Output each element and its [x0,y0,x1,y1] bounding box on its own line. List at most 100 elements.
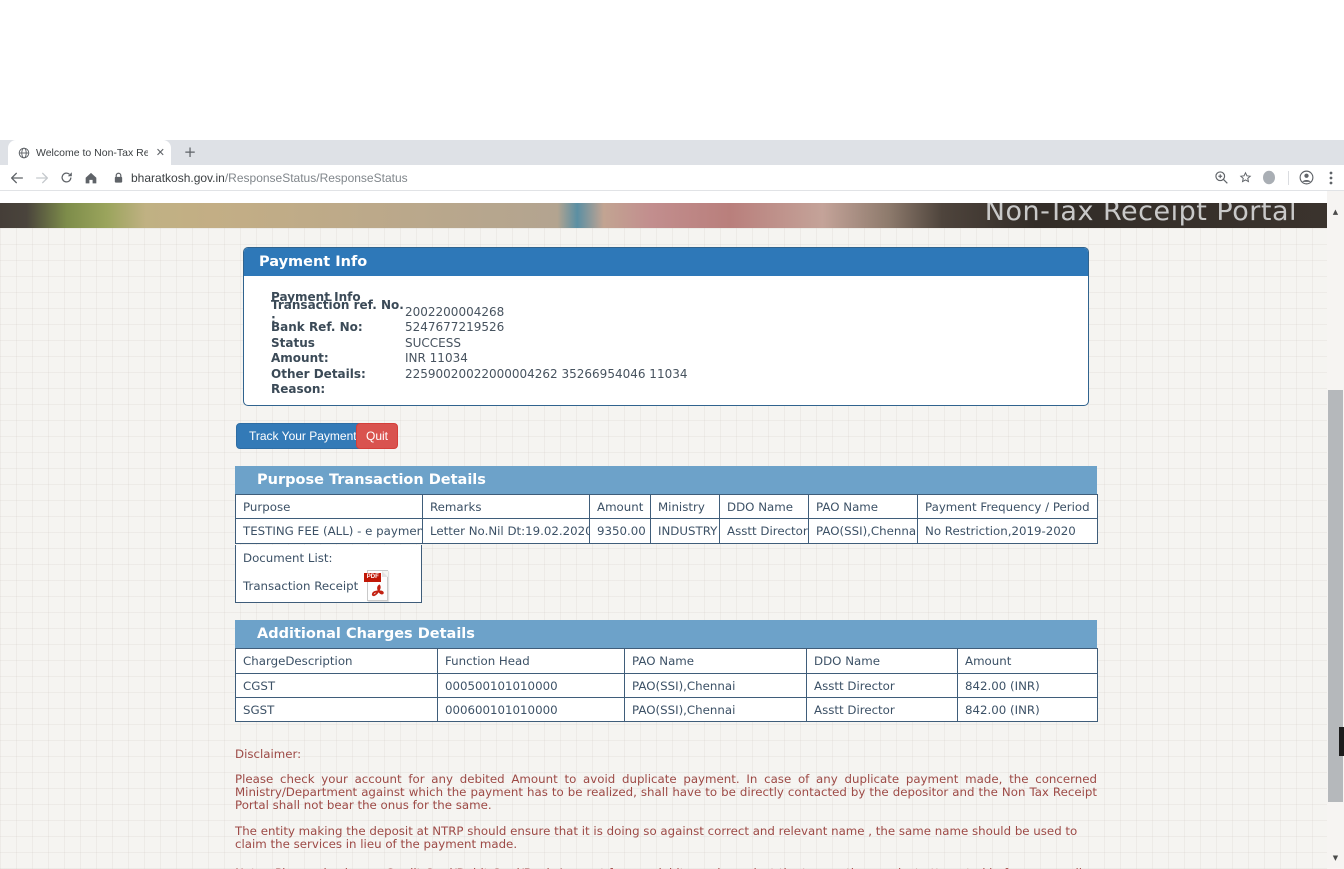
back-icon[interactable] [9,170,25,186]
lock-icon [113,172,124,184]
site-banner: Non-Tax Receipt Portal [0,203,1327,228]
field-label: Other Details: [271,366,366,381]
cell: PAO(SSI),Chennai [624,673,807,698]
payment-info-body: Payment Info Transaction ref. No. :20022… [244,276,1088,397]
cell: No Restriction,2019-2020 [917,518,1098,544]
payment-info-header: Payment Info [244,248,1088,276]
table-header-row: ChargeDescription Function Head PAO Name… [235,648,1098,674]
column-header: ChargeDescription [235,648,438,674]
cell: Asstt Director [806,697,958,722]
cell: 000600101010000 [437,697,625,722]
tab-close-icon[interactable]: ✕ [155,146,165,159]
column-header: Amount [957,648,1098,674]
pdf-acrobat-glyph [371,584,385,600]
cell: Asstt Director [719,518,809,544]
cell: 842.00 (INR) [957,697,1098,722]
cell: INDUSTRY [650,518,720,544]
cell: 9350.00 [589,518,651,544]
cell: Letter No.Nil Dt:19.02.2020 [422,518,590,544]
cell: 000500101010000 [437,673,625,698]
address-bar[interactable]: bharatkosh.gov.in/ResponseStatus/Respons… [113,171,1214,185]
field-value: INR 11034 [405,351,468,366]
forward-icon[interactable] [34,170,50,186]
field-label: Amount: [271,351,329,366]
page-scrollbar[interactable]: ▲ ▼ [1327,191,1344,869]
toolbar-divider [1288,170,1289,185]
table-row: CGST 000500101010000 PAO(SSI),Chennai As… [235,673,1098,698]
field-value: 22590020022000004262 35266954046 11034 [405,366,688,381]
url-path: /ResponseStatus/ResponseStatus [224,170,408,185]
new-tab-button[interactable]: + [183,143,197,161]
scroll-down-icon[interactable]: ▼ [1332,854,1339,862]
field-label: Transaction ref. No. : [271,298,404,327]
transaction-receipt-label: Transaction Receipt [243,578,359,593]
table-row: SGST 000600101010000 PAO(SSI),Chennai As… [235,697,1098,722]
column-header: Payment Frequency / Period [917,494,1098,519]
browser-tab[interactable]: Welcome to Non-Tax Receipt Por ✕ [8,140,171,165]
cell: PAO(SSI),Chennai [808,518,918,544]
tab-bar [0,140,1344,298]
pdf-fold-shape [382,571,389,577]
column-header: PAO Name [808,494,918,519]
profile-icon[interactable] [1298,169,1315,186]
additional-charges-header: Additional Charges Details [235,620,1097,648]
quit-button[interactable]: Quit [356,423,399,449]
column-header: PAO Name [624,648,807,674]
disclaimer-paragraph: Please check your account for any debite… [235,772,1097,812]
site-title: Non-Tax Receipt Portal [984,203,1297,227]
pdf-badge: PDF [364,573,382,582]
home-icon[interactable] [83,170,99,186]
scrollbar-marker [1339,727,1344,756]
column-header: Remarks [422,494,590,519]
field-label: Payment Info [271,289,361,304]
purpose-transaction-header: Purpose Transaction Details [235,466,1097,494]
column-header: Ministry [650,494,720,519]
field-label: Status [271,335,315,350]
page-top-strip [0,191,1327,203]
field-value: 5247677219526 [405,320,505,335]
disclaimer-title: Disclaimer: [235,747,302,761]
document-list-label: Document List: [243,551,333,565]
browser-toolbar: bharatkosh.gov.in/ResponseStatus/Respons… [0,165,1344,191]
globe-favicon-icon [18,147,30,159]
bookmark-star-icon[interactable] [1238,170,1253,185]
cell: Asstt Director [806,673,958,698]
table-header-row: Purpose Remarks Amount Ministry DDO Name… [235,494,1098,519]
additional-charges-panel: Additional Charges Details ChargeDescrip… [235,620,1098,722]
payment-info-panel: Payment Info Payment Info Transaction re… [243,247,1089,406]
page-content: Non-Tax Receipt Portal Payment Info Paym… [0,191,1344,869]
purpose-transaction-panel: Purpose Transaction Details Purpose Rema… [235,466,1098,544]
track-payment-button[interactable]: Track Your Payment [236,423,370,449]
field-value: SUCCESS [405,335,461,350]
document-list-cell: Document List: Transaction Receipt PDF [235,545,422,603]
scroll-up-icon[interactable]: ▲ [1332,208,1339,216]
field-value: 2002200004268 [405,305,505,320]
scrollbar-thumb[interactable] [1328,390,1343,802]
reload-icon[interactable] [59,170,74,185]
column-header: DDO Name [806,648,958,674]
zoom-in-icon[interactable] [1214,170,1229,185]
disclaimer-section: Disclaimer: Please check your account fo… [235,748,1097,869]
field-label: Bank Ref. No: [271,320,363,335]
additional-charges-table: ChargeDescription Function Head PAO Name… [235,648,1098,722]
column-header: Amount [589,494,651,519]
column-header: Purpose [235,494,423,519]
disclaimer-note: Note:- Please check your Credit Card/Deb… [235,867,1097,869]
url-domain: bharatkosh.gov.in [131,170,225,185]
column-header: DDO Name [719,494,809,519]
cell: SGST [235,697,438,722]
column-header: Function Head [437,648,625,674]
cell: PAO(SSI),Chennai [624,697,807,722]
cell: CGST [235,673,438,698]
field-label: Reason: [271,382,326,397]
cell: 842.00 (INR) [957,673,1098,698]
extension-icon[interactable] [1262,170,1276,185]
purpose-transaction-table: Purpose Remarks Amount Ministry DDO Name… [235,494,1098,544]
table-row: TESTING FEE (ALL) - e payment Letter No.… [235,518,1098,544]
pdf-icon[interactable]: PDF [364,570,389,601]
cell: TESTING FEE (ALL) - e payment [235,518,423,544]
kebab-menu-icon[interactable] [1324,170,1338,186]
tab-title: Welcome to Non-Tax Receipt Por [36,146,148,159]
disclaimer-paragraph: The entity making the deposit at NTRP sh… [235,824,1078,851]
